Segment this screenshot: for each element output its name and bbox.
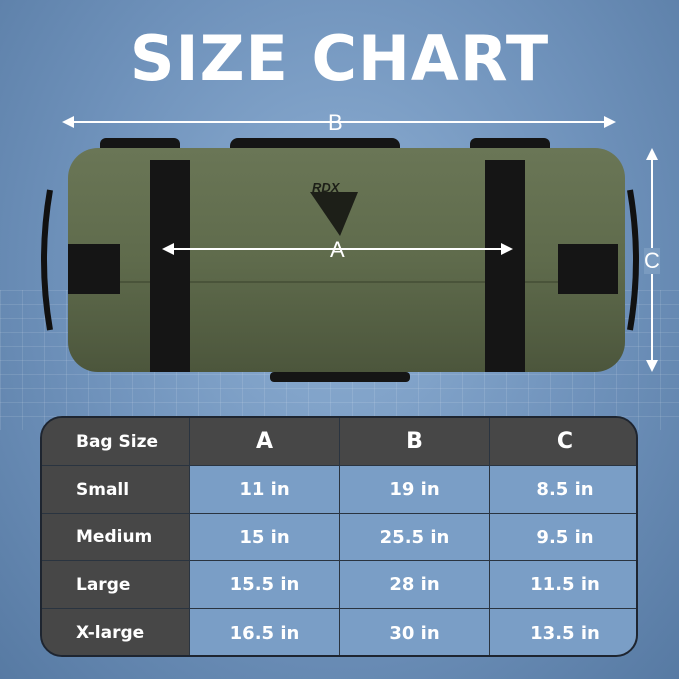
table-cell: 19 in <box>340 466 490 514</box>
table-cell: 11.5 in <box>490 561 636 609</box>
table-cell: 13.5 in <box>490 609 636 655</box>
header-b: B <box>340 418 490 466</box>
arrow-b <box>62 116 616 128</box>
table-cell: 9.5 in <box>490 514 636 561</box>
header-a: A <box>190 418 340 466</box>
header-c: C <box>490 418 636 466</box>
row-label: Small <box>42 466 190 514</box>
size-table: Bag Size A B C Small 11 in 19 in 8.5 in … <box>40 416 638 657</box>
table-cell: 8.5 in <box>490 466 636 514</box>
table-cell: 25.5 in <box>340 514 490 561</box>
row-label: Large <box>42 561 190 609</box>
label-c: C <box>644 248 660 274</box>
table-cell: 15 in <box>190 514 340 561</box>
brand-logo: RDX <box>312 180 340 195</box>
row-label: Medium <box>42 514 190 561</box>
table-cell: 15.5 in <box>190 561 340 609</box>
label-b: B <box>328 110 343 135</box>
row-label: X-large <box>42 609 190 655</box>
page-title: SIZE CHART <box>129 22 550 95</box>
header-bag-size: Bag Size <box>42 418 190 466</box>
arrow-a <box>162 243 513 255</box>
table-cell: 11 in <box>190 466 340 514</box>
table-cell: 28 in <box>340 561 490 609</box>
table-cell: 16.5 in <box>190 609 340 655</box>
table-cell: 30 in <box>340 609 490 655</box>
label-a: A <box>330 237 345 262</box>
